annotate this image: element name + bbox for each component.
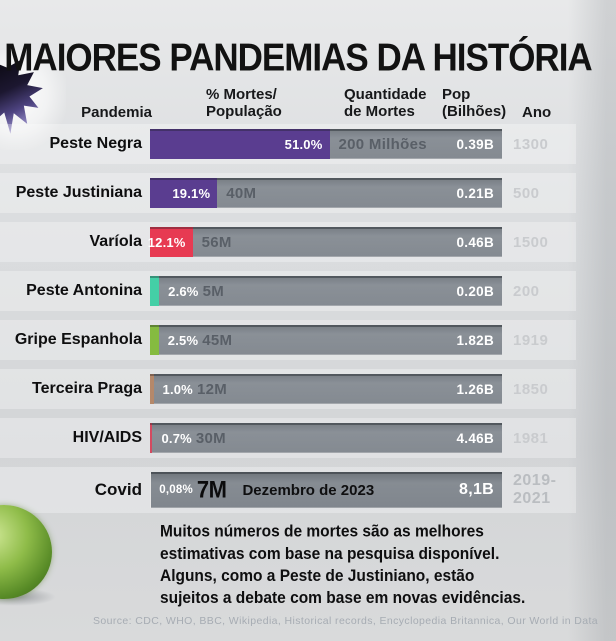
source-credit: Source: CDC, WHO, BBC, Wikipedia, Histor… [93,615,599,627]
header-pop-line1: Pop [442,86,471,103]
bar-content: 200 Milhões [150,129,502,159]
year-label: 1300 [513,135,549,153]
pandemics-list: Peste Negra 51.0% 200 Milhões 0.39B 1300… [0,124,590,527]
pandemic-name: Covid [94,480,142,499]
year-label: 1500 [513,233,549,251]
deaths-count: 200 Milhões [338,135,427,153]
deaths-bar-fill: 19.1% [150,178,218,208]
deaths-count: 45M [202,331,233,349]
pandemic-row: Peste Justiniana 19.1% 40M 0.21B 500 [0,173,590,213]
deaths-bar: 1.0% 12M 1.26B [150,374,502,404]
deaths-count: 30M [195,429,226,447]
header-qty-line2: de Mortes [344,103,415,120]
deaths-bar: 0,08% 7M Dezembro de 2023 8,1B [150,472,502,508]
footnote-line: estimativas com base na pesquisa disponí… [160,545,500,563]
pandemic-row: Terceira Praga 1.0% 12M 1.26B 1850 [0,369,590,409]
population-value: 0.39B [456,136,494,152]
deaths-count: 56M [201,233,232,251]
deaths-bar: 51.0% 200 Milhões 0.39B [150,129,502,159]
deaths-bar-fill [150,325,159,355]
year-label: 1850 [513,380,549,398]
column-headers: Pandemia % Mortes/ População Quantidade … [0,84,576,128]
bar-content: 1.0% 12M [150,374,502,404]
bar-content: 2.5% 45M [150,325,502,355]
header-pct-line2: População [206,103,282,120]
bar-content: 40M [150,178,502,208]
pandemic-name: HIV/AIDS [72,429,142,446]
header-pop-line2: (Bilhões) [442,103,507,120]
year-label: 1981 [513,429,549,447]
pct-label: 19.1% [172,185,211,201]
pandemic-name: Peste Negra [49,135,143,152]
pandemic-row: HIV/AIDS 0.7% 30M 4.46B 1981 [0,418,590,458]
header-death-count: Quantidade de Mortes [344,86,427,120]
bar-content: 2.6% 5M [150,276,502,306]
pandemic-name: Gripe Espanhola [14,331,142,348]
deaths-bar: 2.5% 45M 1.82B [150,325,502,355]
year-label: 2019-2021 [513,472,557,507]
header-pct-deaths: % Mortes/ População [206,86,282,120]
pct-label: 2.6% [168,283,199,299]
population-value: 4.46B [456,430,494,446]
pct-label: 2.5% [167,332,199,348]
pandemic-row: Varíola 12.1% 56M 0.46B 1500 [0,222,590,262]
pct-label: 0,08% [159,484,193,496]
deaths-bar-fill [150,423,153,453]
bar-content: 0,08% 7M Dezembro de 2023 [150,472,502,508]
pct-label: 0.7% [161,430,192,446]
population-value: 0.21B [456,185,494,201]
population-value: 0.46B [456,234,494,250]
deaths-asof-date: Dezembro de 2023 [242,481,375,499]
pct-label: 51.0% [284,136,323,152]
pandemic-row: Peste Antonina 2.6% 5M 0.20B 200 [0,271,590,311]
year-label: 200 [513,282,540,300]
deaths-bar: 0.7% 30M 4.46B [150,423,502,453]
pandemic-name: Terceira Praga [32,380,142,397]
pandemic-row: Peste Negra 51.0% 200 Milhões 0.39B 1300 [0,124,590,164]
pct-label: 1.0% [162,381,193,397]
pandemic-row: Gripe Espanhola 2.5% 45M 1.82B 1919 [0,320,590,360]
deaths-bar-fill [150,374,154,404]
pandemic-row: Covid 0,08% 7M Dezembro de 2023 8,1B 201… [0,467,590,513]
header-year: Ano [522,104,552,121]
bar-content: 56M [150,227,502,257]
header-qty-line1: Quantidade [344,86,427,103]
population-value: 0.20B [456,283,494,299]
pandemic-name: Peste Antonina [26,282,142,299]
population-value: 1.82B [456,332,494,348]
population-value: 8,1B [459,481,494,498]
deaths-count: 40M [226,184,257,202]
header-pandemic: Pandemia [81,104,152,121]
deaths-bar: 19.1% 40M 0.21B [150,178,502,208]
deaths-count: 5M [202,282,225,300]
bar-content: 0.7% 30M [150,423,502,453]
pandemic-name: Varíola [89,233,142,250]
footnote-line: sujeitos a debate com base em novas evid… [160,589,526,608]
footnote-line: Muitos números de mortes são as melhores [160,523,484,541]
population-value: 1.26B [456,381,494,397]
deaths-bar-fill [150,276,160,306]
deaths-bar-fill: 12.1% [147,227,193,257]
footnote-line: Alguns, como a Peste de Justiniano, estã… [160,567,475,586]
right-edge-shade [568,0,616,641]
deaths-bar: 12.1% 56M 0.46B [147,227,502,257]
header-population: Pop (Bilhões) [442,86,506,120]
deaths-count: 7M [196,475,227,504]
page-title: MAIORES PANDEMIAS DA HISTÓRIA [4,36,592,80]
header-pct-line1: % Mortes/ [206,86,277,103]
year-label: 1919 [513,331,549,349]
deaths-count: 12M [196,380,228,398]
deaths-bar: 2.6% 5M 0.20B [150,276,502,306]
pct-label: 12.1% [147,234,186,250]
pandemic-name: Peste Justiniana [15,184,142,201]
year-label: 500 [513,184,540,202]
deaths-bar-fill: 51.0% [150,129,330,159]
footnote: Muitos números de mortes são as melhores… [160,521,525,609]
